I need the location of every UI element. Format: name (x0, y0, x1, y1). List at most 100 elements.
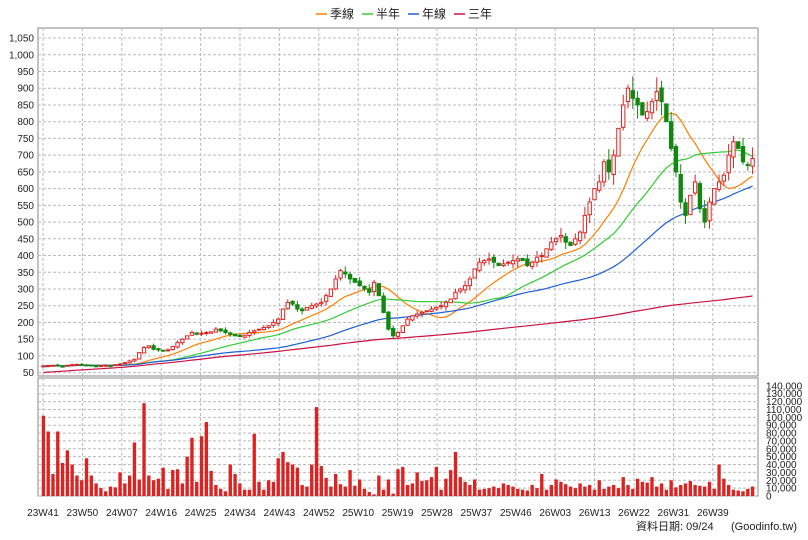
volume-bar (592, 489, 597, 496)
candle-body (218, 328, 223, 332)
volume-bar (712, 488, 716, 496)
candle-body (232, 333, 238, 337)
volume-bar (142, 403, 146, 496)
price-tick-label: 350 (17, 268, 34, 279)
price-tick-label: 500 (17, 218, 34, 229)
price-tick-label: 600 (17, 184, 34, 195)
volume-axis-labels: 010,00020,00030,00040,00050,00060,00070,… (766, 381, 803, 502)
volume-bar (722, 478, 726, 496)
candle-body (654, 91, 659, 101)
candle-body (448, 298, 453, 304)
candle-body (649, 101, 655, 114)
candle-body (707, 201, 712, 222)
candle-body (635, 97, 640, 106)
candle-body (352, 278, 358, 283)
volume-bar (415, 472, 419, 496)
volume-bar (698, 485, 702, 496)
candle-body (731, 141, 736, 158)
candle-body (673, 146, 679, 173)
volume-bar (51, 473, 55, 496)
x-tick-label: 26W13 (579, 508, 611, 519)
volume-bar (425, 480, 429, 496)
volume-bar (242, 489, 247, 496)
candle-body (410, 315, 415, 321)
price-tick-label: 900 (17, 84, 34, 95)
volume-bar (166, 488, 170, 496)
candle-body (271, 321, 276, 326)
volume-bar (310, 464, 314, 496)
candle-body (141, 347, 147, 354)
volume-bar (717, 464, 721, 496)
volume-bar (602, 488, 606, 496)
volume-bar (381, 489, 386, 496)
price-tick-label: 100 (17, 351, 34, 362)
volume-bar (659, 483, 664, 496)
candle-body (108, 365, 113, 368)
volume-bar (104, 491, 108, 496)
candle-body (434, 306, 439, 310)
volume-tick-label: 40,000 (766, 460, 797, 471)
x-tick-label: 24W52 (303, 508, 335, 519)
candle-body (89, 364, 94, 367)
volume-bar (209, 470, 213, 496)
price-axis-labels: 50 100 150 200 250 300 350 400 450 500 550 600 650 70… (9, 34, 34, 380)
candle-body (616, 127, 621, 157)
volume-bar (607, 486, 611, 496)
legend-label-year: 年線 (422, 6, 446, 21)
price-grid (38, 28, 758, 376)
volume-bar (453, 451, 458, 496)
candle-body (482, 260, 487, 264)
volume-bar (113, 487, 117, 496)
candle-body (611, 154, 616, 175)
volume-bar (674, 487, 678, 496)
price-tick-label: 50 (23, 368, 35, 379)
candle-body (573, 238, 578, 245)
candle-body (319, 301, 324, 305)
volume-bar (525, 490, 530, 496)
candle-body (659, 87, 664, 103)
volume-bar (688, 481, 692, 496)
candle-body (165, 349, 171, 352)
candle-body (429, 308, 434, 312)
x-tick-label: 25W37 (461, 508, 493, 519)
x-tick-label: 25W10 (342, 508, 374, 519)
volume-bar (611, 484, 616, 496)
volume-bar (266, 480, 271, 496)
candle-body (506, 261, 511, 264)
candle-body (740, 146, 746, 163)
volume-bar (276, 458, 280, 496)
volume-bar (324, 477, 328, 496)
candle-body (362, 285, 367, 290)
candle-body (688, 194, 693, 216)
x-axis-labels: 23W41 23W50 24W07 24W16 24W25 24W34 24W43 24W52… (27, 508, 729, 519)
volume-bar (597, 480, 601, 496)
x-tick-label: 24W34 (224, 508, 256, 519)
volume-bar (506, 484, 510, 496)
candle-body (170, 346, 175, 351)
volume-bar (118, 472, 122, 496)
volume-bar (429, 477, 434, 496)
candle-body (462, 285, 468, 291)
volume-bar (56, 431, 60, 496)
volume-bar (396, 469, 400, 496)
candle-body (376, 283, 382, 297)
candle-body (568, 241, 573, 246)
candle-body (558, 234, 564, 238)
volume-bar (588, 484, 592, 496)
volume-bar (444, 478, 448, 496)
volume-bar (372, 494, 376, 496)
x-tick-label: 24W25 (185, 508, 217, 519)
volume-bar (703, 486, 707, 496)
price-tick-label: 1,050 (9, 34, 34, 45)
volume-bar (645, 482, 649, 496)
volume-bar (540, 473, 544, 496)
volume-bar (631, 488, 635, 496)
candle-body (606, 159, 612, 173)
candle-body (529, 261, 535, 268)
volume-bar (338, 484, 343, 496)
candle-body (645, 111, 650, 119)
candle-body (228, 332, 233, 335)
volume-bar (559, 481, 563, 496)
volume-tick-label: 60,000 (766, 444, 797, 455)
volume-grid (38, 378, 758, 497)
